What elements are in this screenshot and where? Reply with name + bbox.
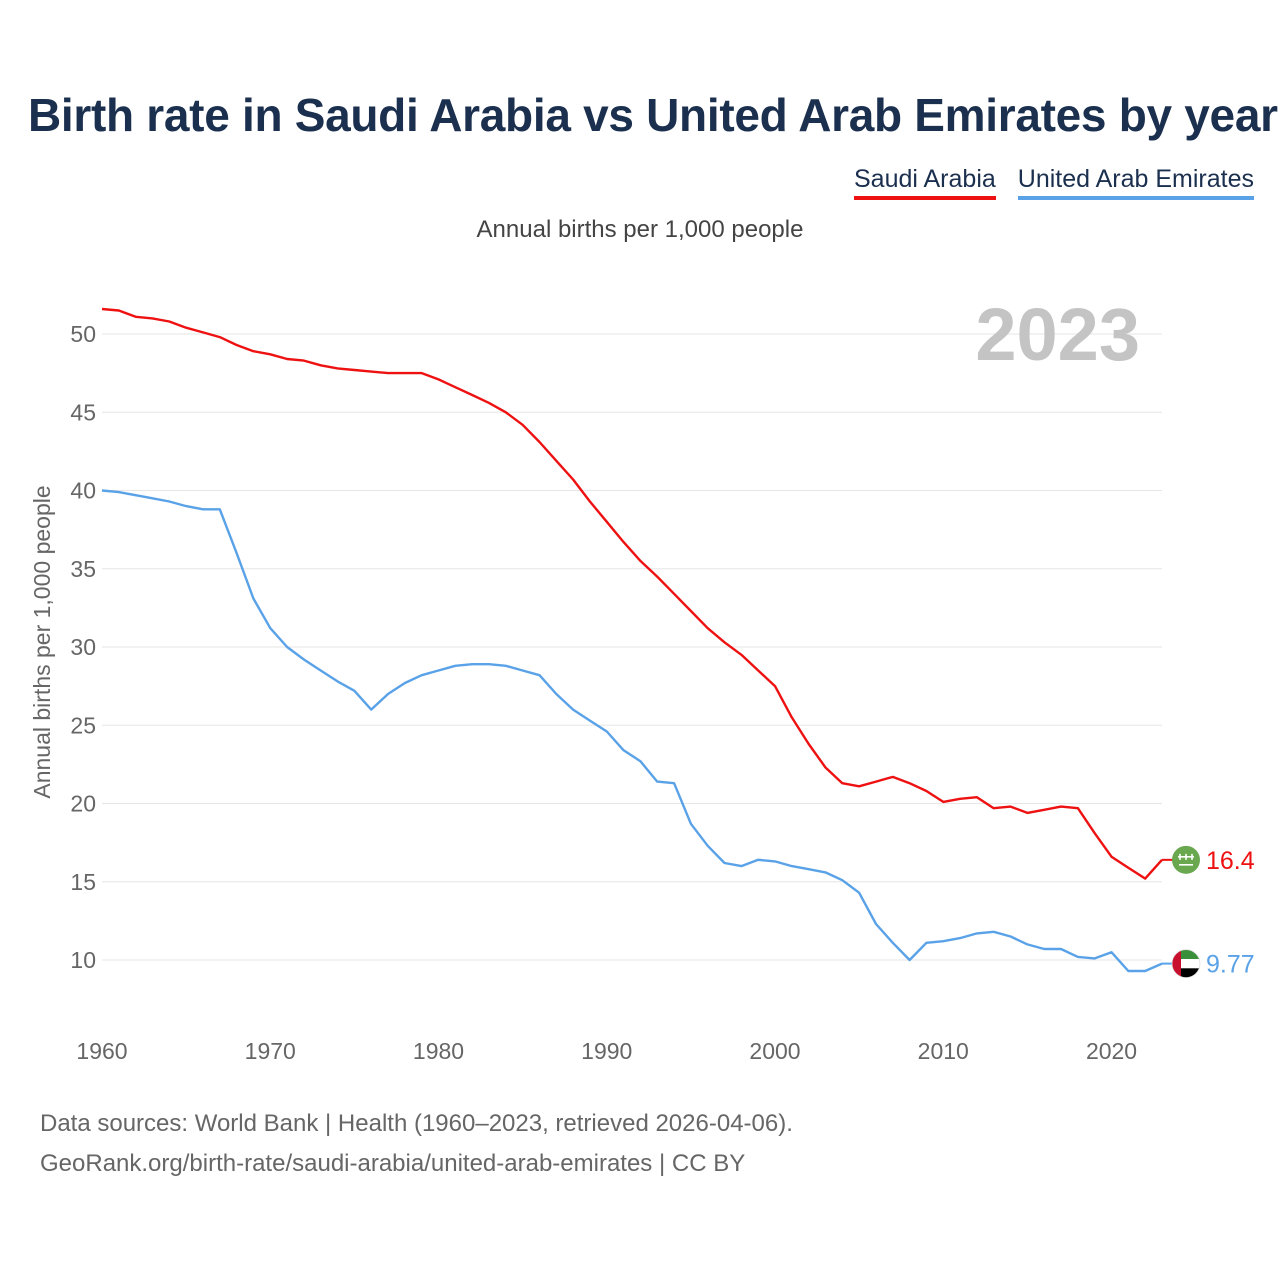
series-lines — [101, 307, 1163, 973]
y-tick-10: 10 — [70, 947, 96, 973]
legend-item-saudi-arabia[interactable]: Saudi Arabia — [854, 165, 996, 200]
x-tick-2020: 2020 — [1086, 1038, 1137, 1064]
x-tick-1990: 1990 — [581, 1038, 632, 1064]
y-tick-30: 30 — [70, 634, 96, 660]
y-tick-45: 45 — [70, 399, 96, 425]
end-label-saudi-arabia: 16.4 — [1206, 847, 1255, 875]
y-tick-20: 20 — [70, 791, 96, 817]
series-end-markers: 16.4 9.77 — [1162, 845, 1255, 979]
x-tick-1980: 1980 — [413, 1038, 464, 1064]
y-axis-ticks: 10 15 20 25 30 35 40 45 50 — [70, 321, 96, 973]
source-note: Data sources: World Bank | Health (1960–… — [40, 1104, 793, 1184]
y-tick-40: 40 — [70, 478, 96, 504]
y-tick-50: 50 — [70, 321, 96, 347]
legend: Saudi Arabia United Arab Emirates — [854, 165, 1254, 200]
chart-title: Birth rate in Saudi Arabia vs United Ara… — [28, 89, 1278, 141]
y-tick-25: 25 — [70, 712, 96, 738]
x-axis-ticks: 1960 1970 1980 1990 2000 2010 2020 — [76, 1038, 1137, 1064]
series-line-united-arab-emirates — [101, 489, 1163, 973]
source-line-2[interactable]: GeoRank.org/birth-rate/saudi-arabia/unit… — [40, 1150, 746, 1177]
gridlines — [102, 333, 1162, 961]
series-line-saudi-arabia — [101, 307, 1163, 880]
x-tick-2010: 2010 — [918, 1038, 969, 1064]
uae-flag-icon — [1171, 949, 1201, 978]
x-tick-2000: 2000 — [749, 1038, 800, 1064]
year-watermark: 2023 — [975, 293, 1140, 376]
x-tick-1970: 1970 — [245, 1038, 296, 1064]
saudi-flag-mark — [1178, 853, 1194, 866]
y-axis-label: Annual births per 1,000 people — [29, 485, 55, 798]
chart-subtitle: Annual births per 1,000 people — [476, 216, 804, 243]
x-tick-1960: 1960 — [76, 1038, 127, 1064]
y-tick-15: 15 — [70, 869, 96, 895]
legend-item-united-arab-emirates[interactable]: United Arab Emirates — [1017, 165, 1254, 200]
end-label-united-arab-emirates: 9.77 — [1206, 951, 1255, 979]
source-line-1: Data sources: World Bank | Health (1960–… — [40, 1110, 793, 1137]
y-tick-35: 35 — [70, 556, 96, 582]
